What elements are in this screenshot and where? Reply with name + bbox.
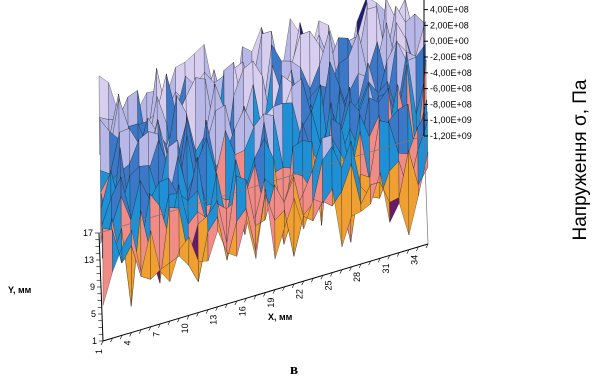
x-minor-tick <box>416 246 419 251</box>
z-tick-label: -2,00E+08 <box>430 52 472 62</box>
x-minor-tick <box>177 318 180 323</box>
x-minor-tick <box>377 258 381 263</box>
x-tick-label: 10 <box>180 323 190 333</box>
x-minor-tick <box>129 332 132 337</box>
x-tick-label: 34 <box>409 255 419 265</box>
y-tick-label: 13 <box>84 255 94 265</box>
x-minor-tick <box>186 315 190 320</box>
x-axis-title: X, мм <box>268 312 293 322</box>
surface-cell <box>102 227 113 306</box>
x-minor-tick <box>158 323 161 329</box>
x-minor-tick <box>358 263 362 269</box>
x-minor-tick <box>196 312 199 317</box>
x-minor-tick <box>301 280 305 286</box>
y-tick-label: 5 <box>91 309 96 319</box>
x-minor-tick <box>339 269 343 274</box>
x-tick-label: 7 <box>151 332 161 337</box>
x-minor-tick <box>148 326 152 331</box>
surface-cell <box>292 140 303 177</box>
stress-surface <box>98 0 429 307</box>
x-minor-tick <box>406 249 410 254</box>
y-tick-label: 9 <box>90 282 95 292</box>
figure-caption: в <box>290 362 298 378</box>
x-tick-label: 4 <box>123 340 133 345</box>
x-minor-tick <box>330 272 333 277</box>
x-tick-label: 25 <box>323 281 333 291</box>
z-tick-label: 0,00E+00 <box>430 36 469 46</box>
back-floor-edge <box>98 135 425 234</box>
z-tick-label: 2,00E+08 <box>430 20 469 30</box>
x-minor-tick <box>224 303 228 309</box>
x-minor-tick <box>138 329 142 334</box>
z-tick-label: 4,00E+08 <box>430 5 469 15</box>
x-minor-tick <box>100 340 104 346</box>
surface-cell <box>98 75 109 120</box>
z-tick-label: -1,00E+09 <box>430 115 472 125</box>
x-tick-label: 22 <box>295 289 305 299</box>
x-tick-label: 31 <box>381 263 391 273</box>
z-axis-title: Напруження σ, Па <box>570 79 591 240</box>
z-tick-label: -6,00E+08 <box>430 84 472 94</box>
x-minor-tick <box>234 300 238 306</box>
surface-cell <box>398 103 409 154</box>
x-minor-tick <box>253 295 257 300</box>
x-minor-tick <box>205 309 209 314</box>
x-minor-tick <box>397 252 400 257</box>
x-minor-tick <box>215 306 218 311</box>
x-minor-tick <box>349 266 352 271</box>
x-minor-tick <box>320 275 324 280</box>
x-tick-label: 13 <box>209 315 219 325</box>
x-minor-tick <box>119 335 123 340</box>
z-tick-label: -8,00E+08 <box>430 99 472 109</box>
x-minor-tick <box>368 260 371 266</box>
z-axis-ticks: 8,00E+086,00E+084,00E+082,00E+080,00E+00… <box>424 5 472 141</box>
x-minor-tick <box>272 289 276 294</box>
x-axis-ticks: 1 4 7 10 13 16 19 22 25 28 31 34 <box>94 243 429 354</box>
x-minor-tick <box>387 255 391 260</box>
x-minor-tick <box>110 338 113 343</box>
surface-cell <box>169 207 180 264</box>
z-tick-label: -1,20E+09 <box>430 131 472 141</box>
x-minor-tick <box>425 243 429 249</box>
x-tick-label: 19 <box>266 298 276 308</box>
x-tick-label: 16 <box>237 306 247 316</box>
z-tick-label: -4,00E+08 <box>430 68 472 78</box>
x-minor-tick <box>167 320 171 326</box>
x-minor-tick <box>282 286 285 291</box>
x-minor-tick <box>311 278 314 283</box>
y-tick-label: 1 <box>92 336 97 346</box>
y-tick-label: 17 <box>83 228 93 238</box>
x-tick-label: 28 <box>352 272 362 282</box>
side-floor-edge <box>423 135 429 245</box>
y-axis-title: Y, мм <box>8 285 32 295</box>
x-tick-label: 1 <box>94 349 104 354</box>
x-minor-tick <box>244 298 247 303</box>
x-minor-tick <box>291 283 295 289</box>
y-axis-ticks: 1 5 9 13 17 <box>83 228 103 346</box>
x-minor-tick <box>263 292 266 297</box>
